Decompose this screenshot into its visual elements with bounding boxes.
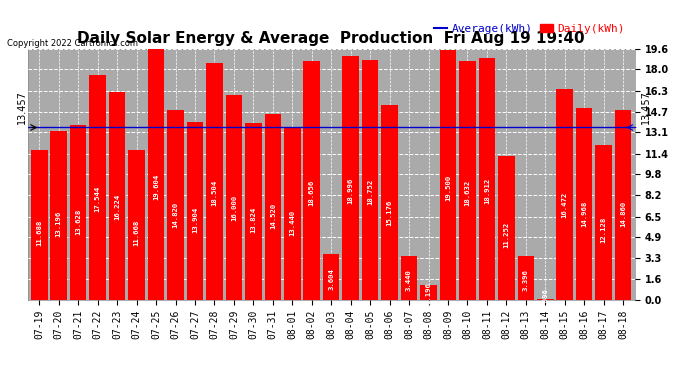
- Text: 3.440: 3.440: [406, 269, 412, 291]
- Text: 13.196: 13.196: [56, 211, 61, 237]
- Text: 13.457: 13.457: [640, 90, 651, 124]
- Bar: [518, 256, 534, 300]
- Text: 14.820: 14.820: [172, 201, 179, 228]
- Bar: [479, 58, 495, 300]
- Bar: [264, 114, 281, 300]
- Bar: [206, 63, 223, 300]
- Bar: [226, 95, 242, 300]
- Text: 3.604: 3.604: [328, 268, 334, 290]
- Bar: [304, 61, 320, 300]
- Bar: [109, 92, 126, 300]
- Bar: [148, 49, 164, 300]
- Bar: [284, 128, 301, 300]
- Text: 16.224: 16.224: [114, 193, 120, 219]
- Text: 13.824: 13.824: [250, 207, 257, 233]
- Bar: [615, 110, 631, 300]
- Bar: [537, 299, 553, 300]
- Text: 18.752: 18.752: [367, 179, 373, 205]
- Bar: [401, 256, 417, 300]
- Text: 11.668: 11.668: [134, 220, 139, 246]
- Bar: [595, 144, 612, 300]
- Text: 14.968: 14.968: [581, 201, 587, 227]
- Bar: [420, 285, 437, 300]
- Bar: [576, 108, 593, 300]
- Text: 18.504: 18.504: [211, 180, 217, 206]
- Text: 18.656: 18.656: [308, 179, 315, 206]
- Text: 11.252: 11.252: [503, 222, 509, 248]
- Text: 3.396: 3.396: [523, 270, 529, 291]
- Text: 14.860: 14.860: [620, 201, 626, 227]
- Text: 11.688: 11.688: [37, 219, 42, 246]
- Text: 14.520: 14.520: [270, 203, 276, 229]
- Text: 13.457: 13.457: [17, 90, 27, 124]
- Bar: [70, 125, 86, 300]
- Text: 13.904: 13.904: [192, 207, 198, 233]
- Title: Daily Solar Energy & Average  Production  Fri Aug 19 19:40: Daily Solar Energy & Average Production …: [77, 31, 585, 46]
- Text: 12.128: 12.128: [601, 217, 607, 243]
- Bar: [245, 123, 262, 300]
- Bar: [187, 122, 204, 300]
- Bar: [342, 57, 359, 300]
- Text: 19.604: 19.604: [153, 174, 159, 200]
- Text: Copyright 2022 Cartronics.com: Copyright 2022 Cartronics.com: [7, 39, 138, 48]
- Text: 17.544: 17.544: [95, 186, 101, 212]
- Text: 18.996: 18.996: [348, 177, 354, 204]
- Text: 16.000: 16.000: [231, 195, 237, 221]
- Legend: Average(kWh), Daily(kWh): Average(kWh), Daily(kWh): [430, 19, 629, 38]
- Bar: [50, 131, 67, 300]
- Bar: [31, 150, 48, 300]
- Bar: [90, 75, 106, 300]
- Bar: [128, 150, 145, 300]
- Text: 13.628: 13.628: [75, 208, 81, 234]
- Text: 18.632: 18.632: [464, 179, 471, 206]
- Bar: [362, 60, 378, 300]
- Bar: [459, 61, 475, 300]
- Text: 16.472: 16.472: [562, 192, 568, 218]
- Bar: [556, 89, 573, 300]
- Text: 0.096: 0.096: [542, 288, 549, 310]
- Text: 15.176: 15.176: [386, 200, 393, 226]
- Text: 18.912: 18.912: [484, 178, 490, 204]
- Bar: [498, 156, 515, 300]
- Bar: [323, 254, 339, 300]
- Text: 1.196: 1.196: [426, 282, 431, 304]
- Text: 19.500: 19.500: [445, 174, 451, 201]
- Bar: [440, 50, 456, 300]
- Text: 13.440: 13.440: [289, 209, 295, 236]
- Bar: [382, 105, 398, 300]
- Bar: [167, 110, 184, 300]
